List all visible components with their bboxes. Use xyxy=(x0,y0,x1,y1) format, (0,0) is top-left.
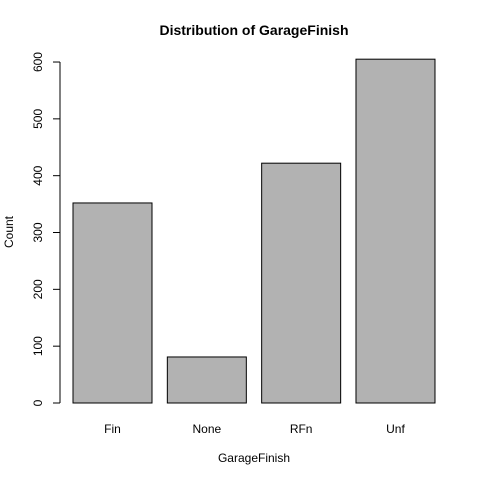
bar-fin xyxy=(72,202,153,404)
y-axis-label: Count xyxy=(2,215,16,248)
bar-unf xyxy=(355,58,436,404)
y-tick-label: 500 xyxy=(31,109,45,129)
bar-rfn xyxy=(261,162,342,404)
x-tick-label: Fin xyxy=(104,422,121,436)
y-tick-label: 200 xyxy=(31,279,45,299)
x-tick-label: RFn xyxy=(290,422,313,436)
bars-group xyxy=(72,58,436,404)
y-tick-label: 300 xyxy=(31,222,45,242)
y-tick-label: 100 xyxy=(31,336,45,356)
x-axis-label: GarageFinish xyxy=(218,451,290,465)
y-tick-label: 600 xyxy=(31,52,45,72)
bar-none xyxy=(166,356,247,404)
x-tick-label: Unf xyxy=(386,422,405,436)
y-tick-label: 0 xyxy=(31,399,45,406)
y-tick-label: 400 xyxy=(31,165,45,185)
chart-title: Distribution of GarageFinish xyxy=(159,22,348,38)
y-axis: 0 100 200 300 400 500 600 xyxy=(31,52,61,406)
x-tick-label: None xyxy=(192,422,221,436)
x-tick-labels: Fin None RFn Unf xyxy=(104,422,405,436)
